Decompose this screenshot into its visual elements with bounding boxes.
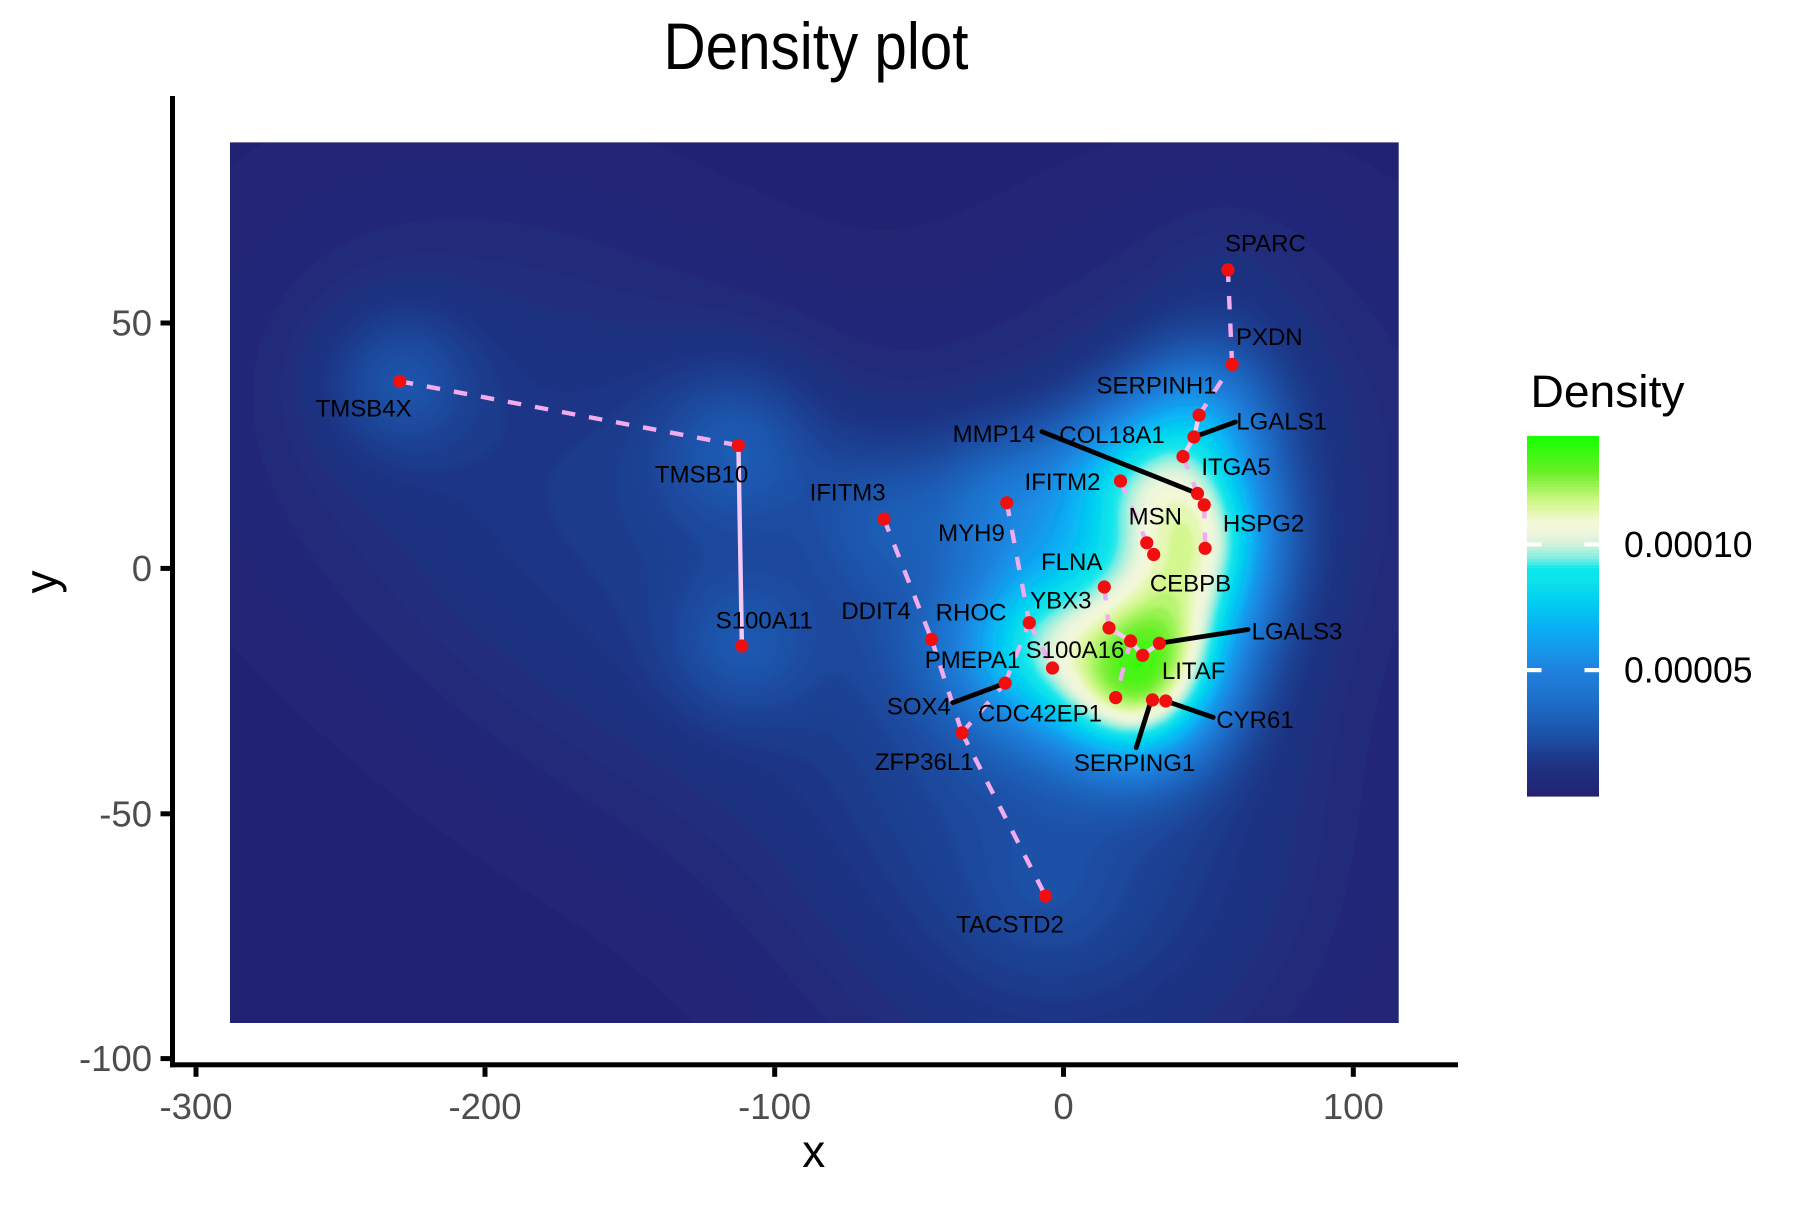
svg-text:0.00005: 0.00005 <box>1624 650 1753 691</box>
svg-text:PXDN: PXDN <box>1236 324 1303 351</box>
svg-text:FLNA: FLNA <box>1041 549 1102 576</box>
svg-text:SPARC: SPARC <box>1225 230 1306 257</box>
svg-text:CEBPB: CEBPB <box>1150 570 1231 597</box>
svg-text:Density plot: Density plot <box>664 9 969 83</box>
svg-text:x: x <box>802 1125 825 1177</box>
svg-text:RHOC: RHOC <box>936 600 1007 627</box>
svg-text:100: 100 <box>1323 1086 1384 1127</box>
svg-text:LGALS1: LGALS1 <box>1236 409 1327 436</box>
svg-text:SERPINH1: SERPINH1 <box>1096 372 1216 399</box>
svg-text:TMSB10: TMSB10 <box>655 461 748 488</box>
svg-text:SERPING1: SERPING1 <box>1074 750 1195 777</box>
svg-text:0: 0 <box>1053 1086 1073 1127</box>
svg-text:SOX4: SOX4 <box>887 693 951 720</box>
svg-text:Density: Density <box>1531 366 1686 417</box>
svg-text:ZFP36L1: ZFP36L1 <box>875 749 974 776</box>
svg-text:YBX3: YBX3 <box>1030 588 1091 615</box>
svg-text:-300: -300 <box>159 1086 232 1127</box>
svg-text:MYH9: MYH9 <box>938 520 1005 547</box>
svg-text:S100A11: S100A11 <box>716 607 813 634</box>
svg-text:IFITM2: IFITM2 <box>1025 469 1101 496</box>
svg-text:LITAF: LITAF <box>1162 658 1226 685</box>
svg-text:0.00010: 0.00010 <box>1624 524 1753 565</box>
svg-text:TACSTD2: TACSTD2 <box>956 911 1064 938</box>
svg-text:-100: -100 <box>738 1086 811 1127</box>
svg-text:MMP14: MMP14 <box>953 421 1036 448</box>
svg-text:CYR61: CYR61 <box>1216 707 1293 734</box>
svg-text:MSN: MSN <box>1129 503 1182 530</box>
svg-text:-200: -200 <box>448 1086 521 1127</box>
svg-text:DDIT4: DDIT4 <box>841 598 910 625</box>
svg-text:50: 50 <box>111 303 152 344</box>
svg-text:S100A16: S100A16 <box>1026 637 1125 664</box>
svg-text:CDC42EP1: CDC42EP1 <box>978 701 1102 728</box>
svg-text:HSPG2: HSPG2 <box>1223 511 1304 538</box>
svg-text:IFITM3: IFITM3 <box>810 480 886 507</box>
svg-text:ITGA5: ITGA5 <box>1201 454 1270 481</box>
svg-text:-50: -50 <box>99 793 152 834</box>
svg-text:0: 0 <box>132 548 152 589</box>
svg-text:-100: -100 <box>79 1038 152 1079</box>
svg-text:PMEPA1: PMEPA1 <box>925 647 1021 674</box>
svg-text:TMSB4X: TMSB4X <box>316 396 412 423</box>
svg-text:y: y <box>15 571 67 594</box>
svg-text:COL18A1: COL18A1 <box>1059 422 1164 449</box>
svg-text:LGALS3: LGALS3 <box>1252 619 1343 646</box>
